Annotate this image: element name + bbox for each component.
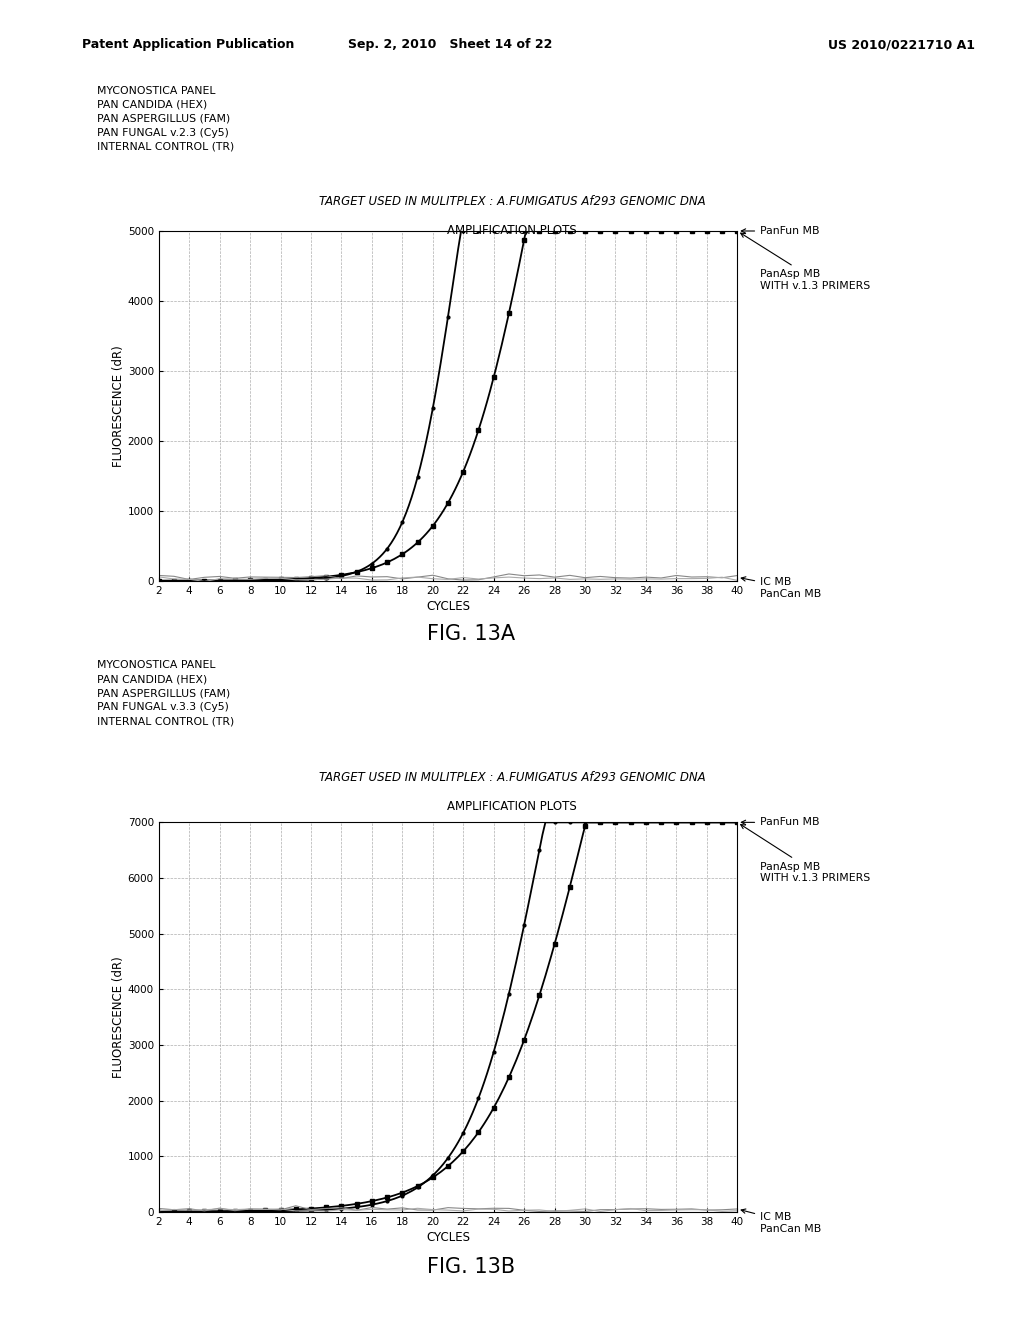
Text: Sep. 2, 2010   Sheet 14 of 22: Sep. 2, 2010 Sheet 14 of 22 [348,38,553,51]
Text: AMPLIFICATION PLOTS: AMPLIFICATION PLOTS [447,800,577,813]
Text: US 2010/0221710 A1: US 2010/0221710 A1 [827,38,975,51]
Text: AMPLIFICATION PLOTS: AMPLIFICATION PLOTS [447,224,577,238]
Text: IC MB
PanCan MB: IC MB PanCan MB [741,577,821,598]
Text: PanFun MB: PanFun MB [741,817,819,828]
Text: FIG. 13A: FIG. 13A [427,624,515,644]
Text: PanFun MB: PanFun MB [741,226,819,236]
X-axis label: CYCLES: CYCLES [426,1230,470,1243]
Text: TARGET USED IN MULITPLEX : A.FUMIGATUS Af293 GENOMIC DNA: TARGET USED IN MULITPLEX : A.FUMIGATUS A… [318,771,706,784]
Text: Patent Application Publication: Patent Application Publication [82,38,294,51]
Text: TARGET USED IN MULITPLEX : A.FUMIGATUS Af293 GENOMIC DNA: TARGET USED IN MULITPLEX : A.FUMIGATUS A… [318,195,706,209]
Text: PanAsp MB
WITH v.1.3 PRIMERS: PanAsp MB WITH v.1.3 PRIMERS [740,234,870,290]
Text: MYCONOSTICA PANEL
PAN CANDIDA (HEX)
PAN ASPERGILLUS (FAM)
PAN FUNGAL v.2.3 (Cy5): MYCONOSTICA PANEL PAN CANDIDA (HEX) PAN … [97,86,234,152]
Text: MYCONOSTICA PANEL
PAN CANDIDA (HEX)
PAN ASPERGILLUS (FAM)
PAN FUNGAL v.3.3 (Cy5): MYCONOSTICA PANEL PAN CANDIDA (HEX) PAN … [97,660,234,726]
Y-axis label: FLUORESCENCE (dR): FLUORESCENCE (dR) [112,956,125,1078]
X-axis label: CYCLES: CYCLES [426,599,470,612]
Text: IC MB
PanCan MB: IC MB PanCan MB [741,1209,821,1234]
Text: PanAsp MB
WITH v.1.3 PRIMERS: PanAsp MB WITH v.1.3 PRIMERS [740,825,870,883]
Text: FIG. 13B: FIG. 13B [427,1257,515,1276]
Y-axis label: FLUORESCENCE (dR): FLUORESCENCE (dR) [112,345,125,467]
